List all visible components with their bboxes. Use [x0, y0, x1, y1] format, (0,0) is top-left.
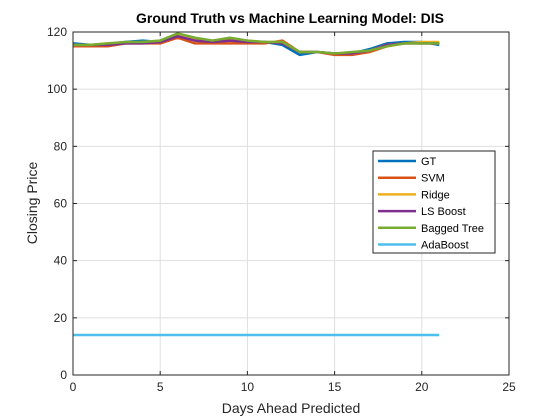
- y-tick-label: 100: [47, 82, 67, 96]
- legend: GT SVM Ridge LS Boost Bagged Tree AdaBoost: [372, 150, 496, 254]
- legend-label: Ridge: [421, 189, 450, 201]
- x-tick-label: 25: [502, 380, 516, 394]
- chart-title: Ground Truth vs Machine Learning Model: …: [136, 10, 444, 26]
- legend-label: Bagged Tree: [421, 223, 484, 235]
- y-axis-label: Closing Price: [24, 162, 40, 245]
- x-tick-label: 0: [70, 380, 77, 394]
- y-tick-label: 80: [54, 139, 68, 153]
- series-lines: [72, 32, 440, 337]
- y-tick-label: 40: [54, 254, 68, 268]
- y-tick-label: 120: [47, 25, 67, 39]
- x-tick-label: 15: [328, 380, 342, 394]
- legend-label: GT: [421, 156, 437, 168]
- y-tick-label: 20: [54, 311, 68, 325]
- legend-label: AdaBoost: [421, 240, 469, 252]
- series-line-bagged-tree: [73, 32, 440, 55]
- x-tick-label: 5: [157, 380, 164, 394]
- legend-label: LS Boost: [421, 206, 466, 218]
- tick-labels: 0 5 10 15 20 25 0 20 40 60 80 100 120: [47, 25, 516, 394]
- x-tick-label: 10: [241, 380, 255, 394]
- legend-box: [372, 150, 496, 254]
- x-tick-label: 20: [415, 380, 429, 394]
- y-tick-label: 60: [54, 197, 68, 211]
- y-tick-label: 0: [60, 368, 67, 382]
- legend-label: SVM: [421, 173, 445, 185]
- x-axis-label: Days Ahead Predicted: [222, 400, 361, 416]
